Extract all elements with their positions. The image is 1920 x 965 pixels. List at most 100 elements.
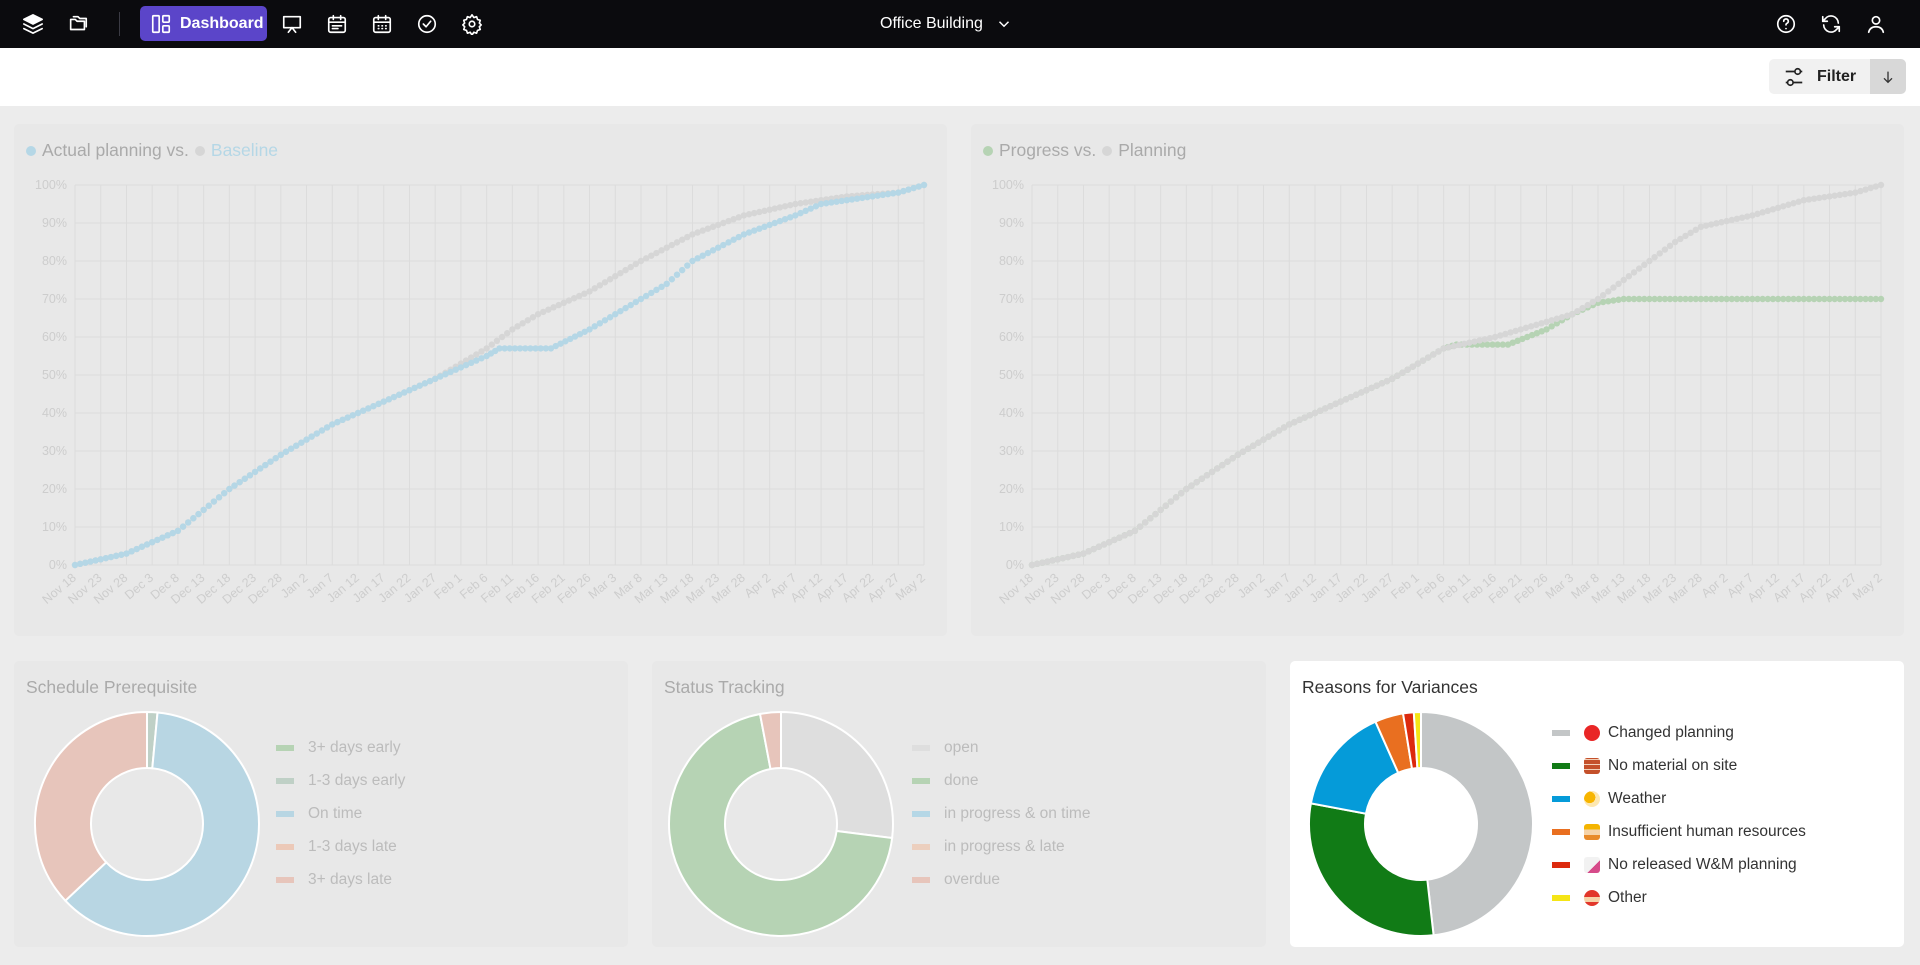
data-point: [787, 214, 794, 221]
refresh-icon[interactable]: [1816, 10, 1846, 38]
legend-item[interactable]: overdue: [912, 871, 1000, 889]
data-point: [210, 498, 218, 505]
slice-overdue[interactable]: [758, 710, 782, 771]
slice-open[interactable]: [780, 710, 894, 840]
data-point: [1044, 558, 1051, 565]
title-part2: Baseline: [210, 140, 279, 160]
data-point: [1646, 295, 1653, 303]
legend-label: No released W&M planning: [1608, 856, 1797, 873]
schedule-prerequisite-card[interactable]: Schedule Prerequisite 3+ days early 1-3 …: [14, 661, 628, 947]
top-navigation-bar: Dashboard Office Building: [0, 0, 1920, 48]
legend-item[interactable]: Changed planning: [1552, 724, 1734, 742]
data-point: [1728, 295, 1735, 303]
legend-item[interactable]: No material on site: [1552, 757, 1737, 775]
legend-swatch: [276, 745, 294, 751]
data-point: [1744, 295, 1751, 303]
filter-button[interactable]: Filter: [1769, 59, 1870, 94]
data-point: [761, 223, 768, 230]
data-point: [828, 199, 835, 206]
help-icon[interactable]: [1771, 10, 1801, 38]
data-point: [1059, 554, 1067, 562]
data-point: [596, 282, 604, 289]
legend-item[interactable]: 3+ days late: [276, 871, 392, 889]
data-point: [1795, 198, 1802, 205]
data-point: [1198, 475, 1205, 482]
data-point: [1877, 181, 1885, 189]
sort-button[interactable]: [1870, 59, 1906, 94]
legend-item[interactable]: Weather: [1552, 790, 1666, 808]
data-point: [545, 306, 552, 313]
legend-item[interactable]: 1-3 days early: [276, 772, 405, 790]
data-point: [1574, 307, 1581, 315]
data-point: [567, 335, 574, 343]
data-point: [627, 301, 634, 309]
data-point: [1553, 320, 1561, 327]
data-point: [1857, 295, 1864, 303]
y-tick-label: 80%: [999, 254, 1024, 268]
calendar-grid-icon[interactable]: [367, 10, 397, 38]
data-point: [622, 266, 629, 274]
check-circle-icon[interactable]: [412, 10, 442, 38]
data-point: [457, 364, 465, 371]
legend-item[interactable]: open: [912, 739, 978, 757]
legend-item[interactable]: Other: [1552, 889, 1647, 907]
data-point: [257, 465, 264, 472]
data-point: [1769, 295, 1777, 303]
data-point: [442, 371, 449, 378]
data-point: [632, 260, 640, 268]
dashboard-button[interactable]: Dashboard: [140, 6, 267, 41]
data-point: [694, 255, 701, 262]
progress-vs-planning-card[interactable]: Progress vs. Planning 0% 10% 20% 30% 40% 50% 6…: [971, 124, 1904, 636]
sliders-icon: [1785, 67, 1803, 86]
reasons-for-variances-card[interactable]: Reasons for Variances Changed planning N…: [1290, 661, 1904, 947]
slice-done[interactable]: [668, 712, 894, 937]
user-icon[interactable]: [1861, 10, 1891, 38]
x-tick-label: Mar 3: [1543, 571, 1577, 602]
data-point: [859, 194, 866, 202]
slice-other[interactable]: [1412, 710, 1422, 770]
data-point: [725, 239, 732, 246]
data-point: [678, 236, 686, 243]
legend-label: in progress & on time: [944, 805, 1091, 822]
data-point: [1754, 210, 1761, 218]
data-point: [771, 205, 778, 212]
data-point: [1841, 190, 1849, 198]
data-point: [148, 539, 156, 546]
legend-item[interactable]: 1-3 days late: [276, 838, 397, 856]
data-point: [1702, 295, 1710, 303]
status-tracking-card[interactable]: Status Tracking open done in progress & …: [652, 661, 1266, 947]
data-point: [205, 502, 212, 509]
folders-icon[interactable]: [63, 10, 93, 38]
presentation-icon[interactable]: [277, 10, 307, 38]
gear-icon[interactable]: [457, 10, 487, 38]
data-point: [1342, 396, 1350, 403]
slice-on-time[interactable]: [63, 711, 260, 937]
slice-3-days-late[interactable]: [34, 710, 148, 903]
data-point: [1178, 489, 1185, 497]
legend-item[interactable]: On time: [276, 805, 362, 823]
legend-swatch: [1552, 730, 1570, 736]
layers-icon[interactable]: [18, 10, 48, 38]
data-point: [617, 307, 624, 315]
legend-item[interactable]: done: [912, 772, 978, 790]
project-selector[interactable]: Office Building: [880, 12, 1013, 36]
data-point: [709, 223, 717, 230]
data-point: [1831, 192, 1838, 199]
legend-item[interactable]: in progress & late: [912, 838, 1065, 856]
data-point: [1054, 556, 1061, 563]
actual-planning-vs-baseline-card[interactable]: Actual planning vs. Baseline 0% 10% 20% 30%…: [14, 124, 947, 636]
data-point: [1244, 445, 1252, 452]
data-point: [560, 299, 568, 306]
legend-item[interactable]: 3+ days early: [276, 739, 401, 757]
legend-item[interactable]: in progress & on time: [912, 805, 1090, 823]
legend-item[interactable]: No released W&M planning: [1552, 856, 1797, 874]
slice-changed-planning[interactable]: [1420, 710, 1534, 937]
legend-dot-baseline: [194, 145, 205, 156]
y-tick-label: 100%: [992, 178, 1024, 192]
legend-item[interactable]: Insufficient human resources: [1552, 823, 1806, 841]
x-tick-label: May 2: [1850, 571, 1885, 604]
data-point: [1651, 254, 1658, 261]
calendar-list-icon[interactable]: [322, 10, 352, 38]
data-point: [511, 345, 519, 352]
slice-no-material-on-site[interactable]: [1308, 802, 1435, 937]
